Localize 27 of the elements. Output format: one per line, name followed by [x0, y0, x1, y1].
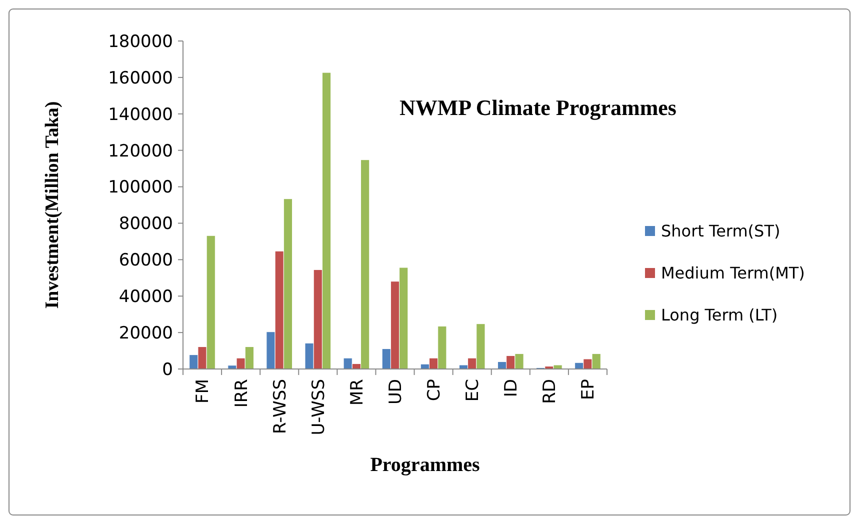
x-axis-title: Programmes [370, 454, 480, 476]
legend-label: Medium Term(MT) [661, 264, 805, 283]
y-tick-label: 180000 [108, 32, 173, 52]
x-tick-label: EC [463, 379, 484, 402]
y-tick-label: 160000 [108, 68, 173, 88]
x-tick-label: MR [347, 378, 368, 406]
text: NWMP Climate Programmes [400, 95, 677, 120]
y-tick-label: 20000 [118, 324, 173, 344]
x-tick-label: EP [578, 379, 599, 400]
x-tick-label: U-WSS [308, 379, 329, 436]
x-tick-label: RD [540, 379, 560, 404]
x-tick-label: UD [386, 379, 406, 405]
y-tick-label: 100000 [108, 178, 173, 198]
x-tick-label: FM [193, 379, 214, 404]
x-tick-label: ID [502, 379, 522, 398]
y-tick-label: 0 [162, 360, 173, 380]
legend-label: Long Term (LT) [661, 306, 778, 325]
y-tick-label: 120000 [108, 141, 173, 162]
y-tick-label: 40000 [118, 287, 173, 308]
x-tick-label: CP [424, 379, 444, 402]
y-tick-label: 140000 [108, 104, 173, 125]
legend-label: Short Term(ST) [661, 222, 780, 241]
x-tick-label: IRR [232, 378, 252, 408]
x-tick-label: R-WSS [270, 379, 290, 434]
y-tick-label: 60000 [118, 250, 173, 271]
y-axis-title: Investment(Million Taka) [42, 101, 63, 309]
y-tick-label: 80000 [118, 214, 173, 234]
